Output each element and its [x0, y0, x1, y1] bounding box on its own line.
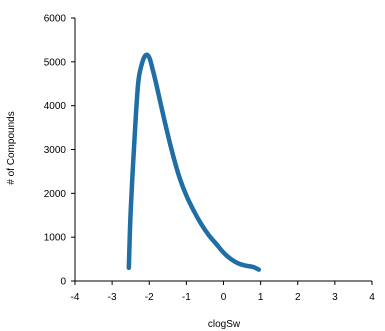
y-tick-label: 4000: [44, 101, 67, 112]
x-tick-label: 2: [295, 292, 301, 303]
y-axis-title: # of Compounds: [6, 111, 17, 184]
x-tick-label: 3: [332, 292, 338, 303]
series-line-0: [126, 52, 262, 272]
x-tick-label: 0: [221, 292, 227, 303]
series: [126, 52, 262, 272]
y-ticks: 0 1000 2000 3000 4000 5000 6000: [44, 14, 75, 288]
axes: [74, 18, 372, 282]
y-tick-label: 5000: [44, 57, 67, 68]
x-tick-label: -1: [182, 292, 191, 303]
x-tick-label: 1: [258, 292, 264, 303]
y-tick-label: 3000: [44, 145, 67, 156]
y-tick-label: 0: [60, 277, 66, 288]
x-tick-label: -2: [145, 292, 154, 303]
x-tick-label: 4: [369, 292, 375, 303]
y-tick-label: 1000: [44, 233, 67, 244]
x-tick-label: -4: [71, 292, 80, 303]
x-tick-label: -3: [108, 292, 117, 303]
y-tick-label: 6000: [44, 14, 67, 25]
y-tick-label: 2000: [44, 189, 67, 200]
x-axis-title: clogSw: [208, 319, 241, 330]
x-ticks: -4 -3 -2 -1 0 1 2 3 4: [71, 281, 375, 303]
